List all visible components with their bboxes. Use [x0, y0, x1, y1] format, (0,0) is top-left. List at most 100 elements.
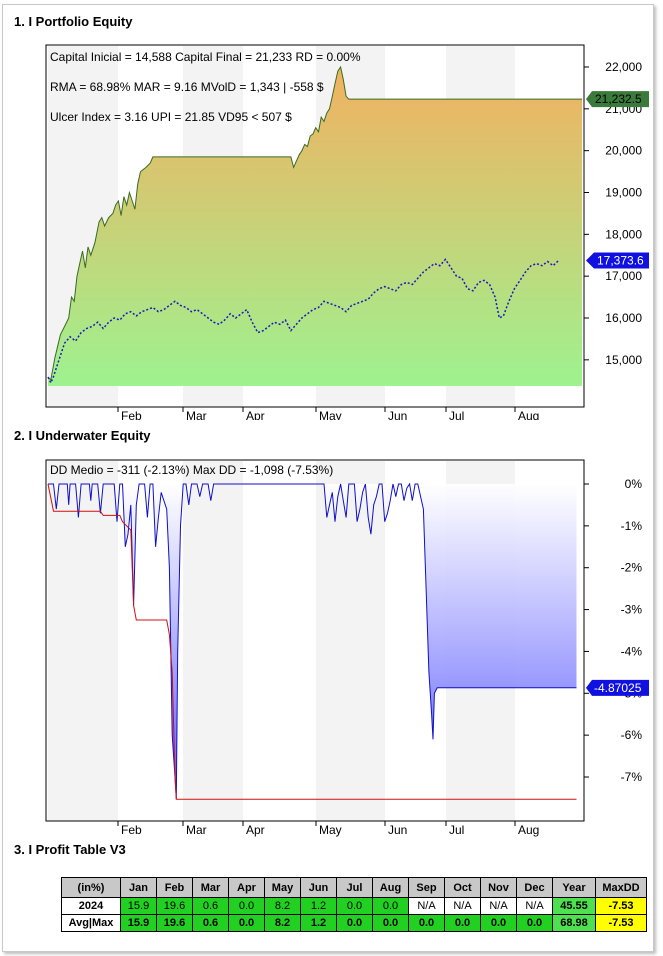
header-cell: Oct [444, 877, 481, 898]
y-tick-label: 20,000 [605, 144, 642, 158]
underwater-equity-chart: 0%-1%-2%-3%-4%-5%-6%-7% FebMarAprMayJunJ… [45, 459, 649, 837]
x-tick-label: Jul [449, 409, 464, 420]
underwater-last-value-label: -4.87025 [594, 681, 642, 695]
header-cell: Jun [300, 877, 337, 898]
max-drawdown-line [47, 483, 577, 800]
equity-last-value-label: 21,232.5 [595, 92, 642, 106]
x-tick-label: Jun [388, 409, 407, 420]
header-cell: May [264, 877, 301, 898]
header-cell: Apr [228, 877, 265, 898]
portfolio-equity-chart: 22,00021,00020,00019,00018,00017,00016,0… [45, 44, 649, 420]
x-tick-label: Mar [186, 823, 207, 837]
header-cell: Dec [516, 877, 553, 898]
drawdown-line [48, 482, 577, 800]
benchmark-last-value-label: 17,373.6 [597, 254, 644, 268]
x-tick-label: Apr [246, 409, 265, 420]
y-tick-label: -2% [621, 561, 643, 575]
table-cell: 0.0 [372, 897, 409, 915]
table-cell: 15.9 [120, 914, 157, 932]
underwater-stats-line: DD Medio = -311 (-2.13%) Max DD = -1,098… [50, 463, 333, 477]
x-tick-label: Mar [186, 409, 207, 420]
table-cell: 0.6 [192, 914, 229, 932]
y-tick-label: 17,000 [605, 269, 642, 283]
x-tick-label: Apr [246, 823, 265, 837]
y-tick-label: 16,000 [605, 311, 642, 325]
y-tick-label: 22,000 [605, 60, 642, 74]
profit-table: (in%) Jan Feb Mar Apr May Jun Jul Aug Se… [61, 877, 647, 932]
y-tick-label: -7% [621, 770, 643, 784]
header-cell: Mar [192, 877, 229, 898]
table-cell: 19.6 [156, 914, 193, 932]
y-tick-label: -3% [621, 603, 643, 617]
header-cell: Nov [480, 877, 517, 898]
x-tick-label: Aug [518, 409, 539, 420]
underwater-section-title: 2. I Underwater Equity [14, 428, 151, 443]
table-cell: N/A [408, 897, 445, 915]
profit-section-title: 3. I Profit Table V3 [14, 842, 126, 857]
underwater-x-ticks: Feb Mar Apr May Jun Jul Aug [117, 821, 539, 837]
y-tick-label: 15,000 [605, 353, 642, 367]
header-cell: (in%) [61, 877, 121, 898]
header-cell: Year [552, 877, 596, 898]
x-tick-label: Jun [388, 823, 407, 837]
table-cell: 0.0 [228, 897, 265, 915]
equity-stats-line1: Capital Inicial = 14,588 Capital Final =… [50, 50, 361, 64]
y-tick-label: 19,000 [605, 186, 642, 200]
x-tick-label: May [319, 409, 342, 420]
x-tick-label: Feb [121, 409, 142, 420]
row-label: 2024 [61, 897, 121, 915]
table-cell: 8.2 [264, 897, 301, 915]
equity-last-value-labels: 21,232.5 17,373.6 [586, 91, 649, 269]
table-cell: 0.0 [480, 914, 517, 932]
table-cell: N/A [480, 897, 517, 915]
table-cell: 0.0 [372, 914, 409, 932]
header-cell: Aug [372, 877, 409, 898]
x-tick-label: Aug [518, 823, 539, 837]
x-tick-label: Jul [449, 823, 464, 837]
underwater-y-ticks: 0%-1%-2%-3%-4%-5%-6%-7% [584, 477, 642, 784]
equity-stats-line2: RMA = 68.98% MAR = 9.16 MVolD = 1,343 | … [50, 80, 324, 94]
header-cell: Feb [156, 877, 193, 898]
table-cell: 1.2 [300, 914, 337, 932]
equity-stats-line3: Ulcer Index = 3.16 UPI = 21.85 VD95 < 50… [50, 110, 292, 124]
equity-last-value-box [586, 91, 649, 108]
maxdd-cell: -7.53 [595, 897, 647, 915]
equity-area-group [47, 65, 583, 386]
header-cell: MaxDD [595, 877, 647, 898]
table-cell: 0.0 [516, 914, 553, 932]
header-cell: Jul [336, 877, 373, 898]
row-label: Avg|Max [61, 914, 121, 932]
equity-line [47, 65, 583, 381]
background-band [243, 461, 316, 821]
x-tick-label: Feb [121, 823, 142, 837]
y-tick-label: -6% [621, 728, 643, 742]
benchmark-line [47, 258, 560, 385]
table-row: Avg|Max 15.9 19.6 0.6 0.0 8.2 1.2 0.0 0.… [61, 914, 647, 932]
equity-y-ticks: 22,00021,00020,00019,00018,00017,00016,0… [584, 60, 642, 367]
table-row: 2024 15.9 19.6 0.6 0.0 8.2 1.2 0.0 0.0 N… [61, 897, 647, 915]
maxdd-cell: -7.53 [595, 914, 647, 932]
table-cell: 0.0 [336, 914, 373, 932]
header-cell: Jan [120, 877, 157, 898]
header-cell: Sep [408, 877, 445, 898]
table-cell: 0.6 [192, 897, 229, 915]
table-cell: N/A [516, 897, 553, 915]
underwater-last-value-box [586, 679, 649, 696]
table-cell: 19.6 [156, 897, 193, 915]
table-cell: 0.0 [228, 914, 265, 932]
table-cell: 15.9 [120, 897, 157, 915]
table-cell: 1.2 [300, 897, 337, 915]
y-tick-label: -1% [621, 519, 643, 533]
year-cell: 45.55 [552, 897, 596, 915]
equity-section-title: 1. I Portfolio Equity [14, 14, 133, 29]
underwater-area-group [47, 482, 577, 800]
background-band [183, 461, 243, 821]
benchmark-last-value-box [586, 252, 649, 269]
background-band [48, 461, 118, 821]
table-cell: 0.0 [444, 914, 481, 932]
y-tick-label: -4% [621, 644, 643, 658]
background-band [316, 461, 385, 821]
x-tick-label: May [319, 823, 342, 837]
year-cell: 68.98 [552, 914, 596, 932]
profit-table-header-row: (in%) Jan Feb Mar Apr May Jun Jul Aug Se… [61, 877, 647, 898]
